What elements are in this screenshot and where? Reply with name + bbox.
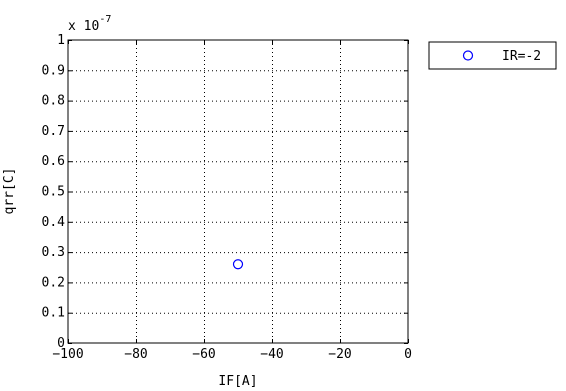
data-point bbox=[232, 259, 244, 270]
y-tick-label: 0.7 bbox=[42, 124, 65, 139]
y-multiplier-exponent: -7 bbox=[99, 14, 111, 25]
legend-label: IR=-2 bbox=[502, 49, 541, 64]
x-tick-label: 0 bbox=[404, 347, 412, 362]
y-tick-label: 0.5 bbox=[42, 185, 65, 200]
legend-marker bbox=[462, 50, 474, 61]
y-tick-labels: 0 0.1 0.2 0.3 0.4 0.5 0.6 0.7 0.8 0.9 1 bbox=[42, 33, 66, 351]
x-axis-label: IF[A] bbox=[218, 374, 257, 389]
ticks bbox=[68, 40, 409, 344]
legend-box bbox=[428, 41, 557, 70]
x-tick-labels: −100 −80 −60 −40 −20 0 bbox=[52, 347, 412, 362]
y-tick-label: 0.4 bbox=[42, 215, 66, 230]
legend: IR=-2 bbox=[428, 41, 557, 70]
y-tick-label: 0.8 bbox=[42, 94, 65, 109]
y-tick-label: 0.1 bbox=[42, 306, 65, 321]
y-multiplier: x 10-7 bbox=[68, 14, 111, 34]
y-tick-label: 0.3 bbox=[42, 245, 65, 260]
y-tick-label: 0.6 bbox=[42, 154, 65, 169]
y-multiplier-base: x 10 bbox=[68, 19, 99, 34]
x-tick-label: −100 bbox=[52, 347, 83, 362]
grid bbox=[68, 40, 408, 343]
y-tick-label: 1 bbox=[57, 33, 65, 48]
y-axis-label: qrr[C] bbox=[2, 168, 17, 215]
x-tick-label: −60 bbox=[192, 347, 215, 362]
x-tick-label: −80 bbox=[124, 347, 147, 362]
x-tick-label: −40 bbox=[260, 347, 283, 362]
y-tick-label: 0.9 bbox=[42, 63, 65, 78]
x-tick-label: −20 bbox=[328, 347, 351, 362]
data-points bbox=[232, 259, 244, 270]
y-tick-label: 0 bbox=[57, 336, 65, 351]
y-tick-label: 0.2 bbox=[42, 275, 65, 290]
